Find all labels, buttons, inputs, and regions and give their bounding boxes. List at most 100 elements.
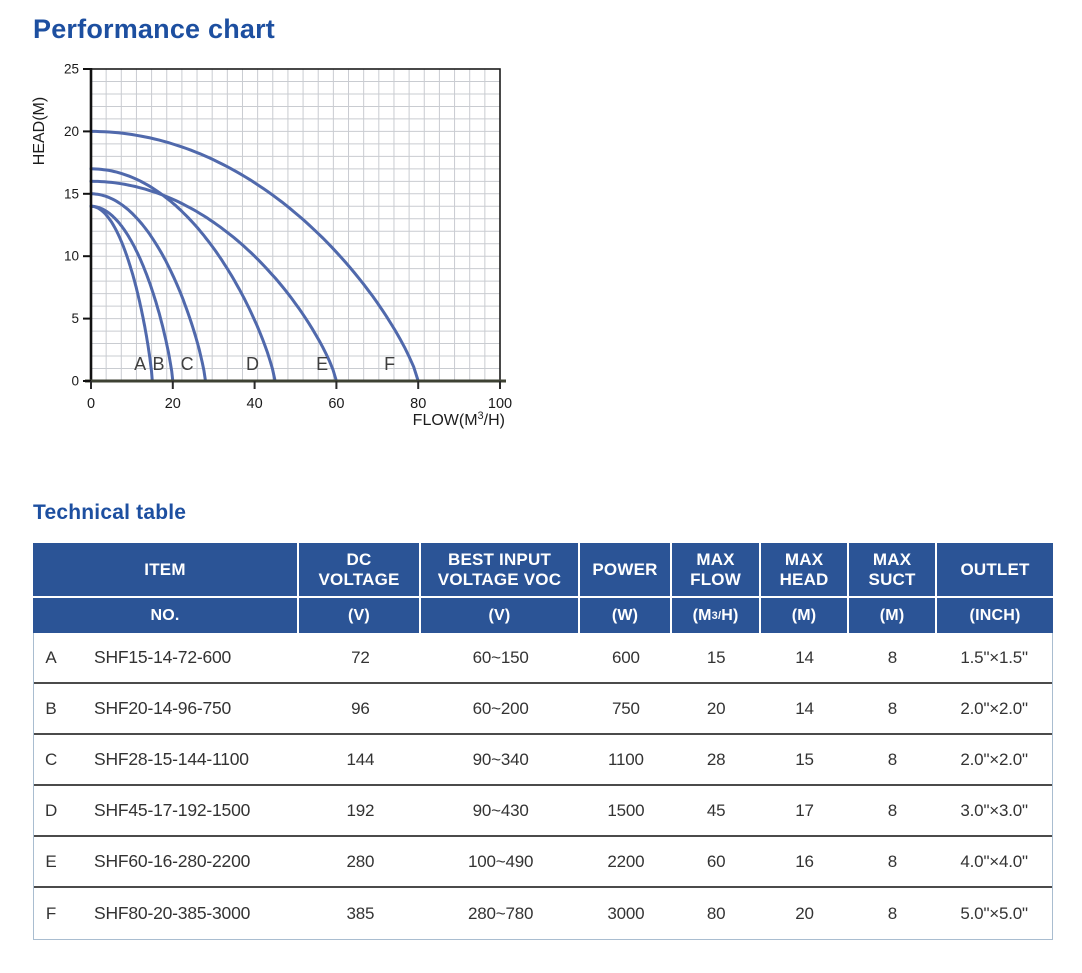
cell-item: B SHF20-14-96-750 xyxy=(34,698,299,719)
table-row: F SHF80-20-385-3000 385 280~780 3000 80 2… xyxy=(34,888,1052,939)
y-tick-label: 10 xyxy=(64,249,79,264)
cell-outlet: 2.0"×2.0" xyxy=(960,698,1028,718)
row-model: SHF60-16-280-2200 xyxy=(94,851,251,871)
row-model: SHF45-17-192-1500 xyxy=(94,800,251,820)
cell-item: F SHF80-20-385-3000 xyxy=(34,903,299,924)
cell-max-flow: 28 xyxy=(706,749,726,769)
cell-max-suct: 8 xyxy=(887,851,897,871)
cell-best-input: 100~490 xyxy=(467,851,534,871)
cell-max-suct: 8 xyxy=(887,903,897,923)
x-tick-label: 0 xyxy=(87,396,95,412)
pump-curve-C xyxy=(89,192,207,383)
cell-dc-voltage: 96 xyxy=(351,698,370,718)
cell-best-input: 280~780 xyxy=(467,903,534,923)
curve-label-E: E xyxy=(316,354,328,374)
unit-maxflow-pre: (M xyxy=(692,606,712,624)
cell-dc-voltage: 144 xyxy=(346,749,375,769)
pump-curve-A xyxy=(89,204,154,383)
performance-chart-svg: A B C D E F 0 5 10 15 20 25 0 20 40 60 80 100 HEAD(M) FLOW(… xyxy=(31,62,512,430)
cell-outlet: 4.0"×4.0" xyxy=(960,851,1028,871)
x-tick-label: 20 xyxy=(165,396,181,412)
col-header-max-flow: MAX FLOW xyxy=(672,543,762,598)
row-letter: B xyxy=(45,698,57,718)
cell-max-suct: 8 xyxy=(887,698,897,718)
cell-max-suct: 8 xyxy=(887,647,897,667)
cell-max-suct: 8 xyxy=(887,749,897,769)
x-tick-label: 40 xyxy=(247,396,263,412)
row-letter: F xyxy=(45,903,57,923)
cell-item: A SHF15-14-72-600 xyxy=(34,647,299,668)
technical-table-title: Technical table xyxy=(33,501,187,524)
curve-label-D: D xyxy=(246,354,259,374)
curve-label-C: C xyxy=(181,354,194,374)
col-unit-maxflow: (M 3/H) xyxy=(672,598,762,633)
cell-max-flow: 15 xyxy=(706,647,726,667)
cell-best-input: 60~150 xyxy=(472,647,529,667)
col-header-best-input: BEST INPUT VOLTAGE VOC xyxy=(421,543,581,598)
row-model: SHF20-14-96-750 xyxy=(94,698,232,718)
table-row: A SHF15-14-72-600 72 60~150 600 15 14 8 1… xyxy=(34,633,1052,684)
performance-chart: A B C D E F 0 5 10 15 20 25 0 20 40 60 80 100 HEAD(M) FLOW(… xyxy=(0,55,540,455)
cell-max-flow: 45 xyxy=(706,800,726,820)
col-header-max-suct: MAX SUCT xyxy=(849,543,938,598)
cell-max-flow: 80 xyxy=(706,903,726,923)
x-tick-label: 80 xyxy=(410,396,426,412)
cell-item: D SHF45-17-192-1500 xyxy=(34,800,299,821)
cell-best-input: 90~430 xyxy=(472,800,529,820)
cell-power: 750 xyxy=(611,698,640,718)
col-unit-power: (W) xyxy=(580,598,673,633)
cell-max-head: 14 xyxy=(795,647,814,667)
col-header-power: POWER xyxy=(580,543,673,598)
row-letter: E xyxy=(45,851,57,871)
table-header-labels: ITEM DC VOLTAGE BEST INPUT VOLTAGE VOC P… xyxy=(33,543,1053,598)
cell-dc-voltage: 192 xyxy=(346,800,375,820)
col-unit-maxsuct: (M) xyxy=(849,598,938,633)
cell-outlet: 5.0"×5.0" xyxy=(960,903,1028,923)
x-tick-label: 60 xyxy=(328,396,344,412)
cell-max-head: 16 xyxy=(795,851,814,871)
curve-label-B: B xyxy=(152,354,164,374)
pump-curve-D xyxy=(89,167,277,383)
cell-power: 1500 xyxy=(607,800,645,820)
cell-dc-voltage: 385 xyxy=(346,903,375,923)
y-tick-label: 5 xyxy=(71,311,79,326)
cell-max-head: 17 xyxy=(795,800,814,820)
col-header-item: ITEM xyxy=(33,543,300,598)
row-letter: D xyxy=(44,800,58,820)
pump-curve-F xyxy=(89,129,420,383)
cell-best-input: 90~340 xyxy=(472,749,529,769)
cell-max-suct: 8 xyxy=(887,800,897,820)
table-row: C SHF28-15-144-1100 144 90~340 1100 28 15… xyxy=(34,735,1052,786)
cell-max-flow: 20 xyxy=(706,698,726,718)
cell-power: 1100 xyxy=(607,749,644,769)
cell-outlet: 3.0"×3.0" xyxy=(960,800,1028,820)
curve-label-F: F xyxy=(384,354,395,374)
table-body: A SHF15-14-72-600 72 60~150 600 15 14 8 1… xyxy=(33,633,1053,940)
y-tick-label: 0 xyxy=(71,374,79,389)
table-row: D SHF45-17-192-1500 192 90~430 1500 45 17… xyxy=(34,786,1052,837)
y-tick-label: 20 xyxy=(64,124,79,139)
col-header-dc-voltage: DC VOLTAGE xyxy=(299,543,421,598)
col-header-max-head: MAX HEAD xyxy=(761,543,850,598)
y-axis-label: HEAD(M) xyxy=(31,97,48,165)
table-header-units: NO. (V) (V) (W) (M 3/H) (M) (M) (INCH) xyxy=(33,598,1053,633)
col-unit-best: (V) xyxy=(421,598,581,633)
unit-maxflow-post: H) xyxy=(721,606,739,624)
cell-power: 3000 xyxy=(607,903,645,923)
row-model: SHF15-14-72-600 xyxy=(94,647,232,667)
row-letter: C xyxy=(44,749,58,769)
col-unit-outlet: (INCH) xyxy=(969,606,1021,624)
pump-curve-E xyxy=(89,179,338,383)
y-tick-label: 15 xyxy=(64,186,79,201)
table-row: B SHF20-14-96-750 96 60~200 750 20 14 8 2… xyxy=(34,684,1052,735)
y-tick-label: 25 xyxy=(64,62,79,77)
cell-item: C SHF28-15-144-1100 xyxy=(34,749,299,770)
cell-max-head: 15 xyxy=(795,749,814,769)
performance-chart-title: Performance chart xyxy=(33,14,275,44)
cell-max-head: 14 xyxy=(795,698,814,718)
x-axis-label: FLOW(M3/H) xyxy=(413,410,505,429)
pump-curve-B xyxy=(89,204,175,383)
cell-dc-voltage: 72 xyxy=(351,647,370,667)
col-unit-dc: (V) xyxy=(299,598,421,633)
cell-power: 2200 xyxy=(607,851,645,871)
